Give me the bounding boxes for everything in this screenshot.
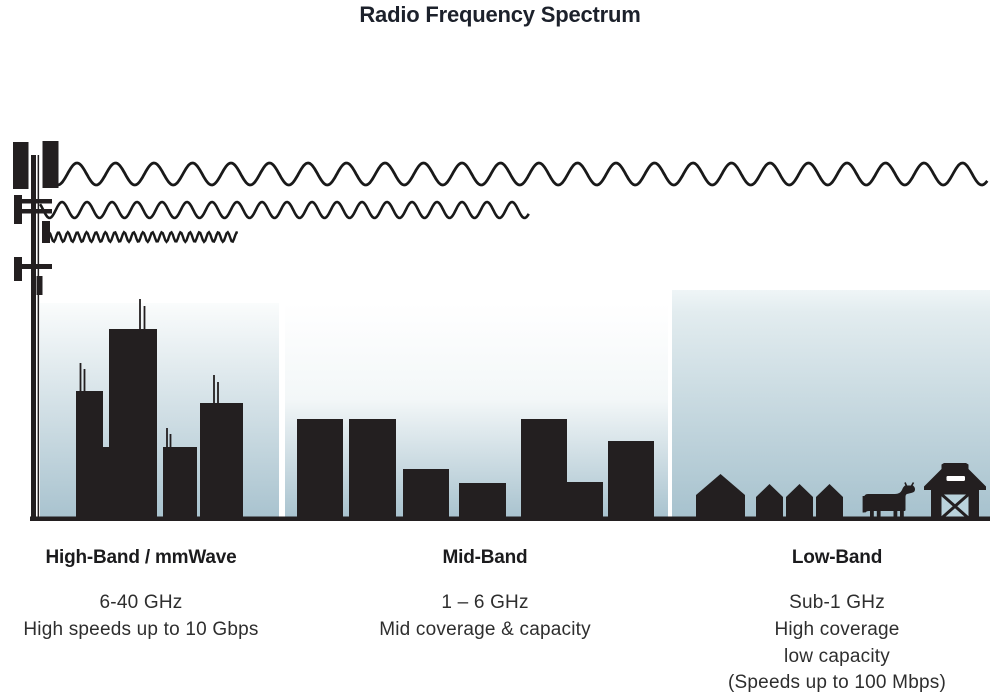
mid-band-heading: Mid-Band	[442, 547, 528, 568]
low-band-capacity: low capacity	[784, 645, 890, 667]
cell-tower-icon	[13, 141, 59, 517]
city-skyline-icon	[76, 299, 243, 520]
short-wavelength-wave	[43, 230, 239, 244]
high-band-frequency: 6-40 GHz	[99, 592, 183, 613]
mid-band-panel	[285, 303, 668, 517]
rural-houses-icon	[696, 474, 843, 520]
long-wavelength-wave	[55, 161, 989, 187]
mid-band-description: Mid coverage & capacity	[379, 618, 591, 640]
low-band-label: Low-Band Sub-1 GHz High coverage low cap…	[707, 547, 967, 697]
mid-band-label: Mid-Band 1 – 6 GHz Mid coverage & capaci…	[355, 547, 615, 644]
high-band-label: High-Band / mmWave 6-40 GHz High speeds …	[11, 547, 271, 644]
low-band-coverage: High coverage	[774, 618, 900, 640]
high-band-description: High speeds up to 10 Gbps	[23, 618, 259, 640]
barn-icon	[924, 463, 986, 521]
mid-band-frequency: 1 – 6 GHz	[441, 592, 529, 613]
high-band-heading: High-Band / mmWave	[45, 547, 237, 568]
band-labels: High-Band / mmWave 6-40 GHz High speeds …	[0, 547, 1000, 700]
midrise-buildings-icon	[297, 419, 654, 520]
diagram-title: Radio Frequency Spectrum	[359, 2, 641, 27]
low-band-frequency: Sub-1 GHz	[789, 592, 885, 613]
high-band-panel	[40, 303, 279, 517]
low-band-heading: Low-Band	[791, 547, 883, 568]
cow-icon	[862, 482, 915, 521]
barn-hayloft-window	[946, 476, 965, 481]
medium-wavelength-wave	[38, 200, 530, 220]
low-band-speed: (Speeds up to 100 Mbps)	[728, 672, 946, 694]
barn-door	[938, 491, 972, 521]
ground-baseline	[30, 516, 990, 521]
